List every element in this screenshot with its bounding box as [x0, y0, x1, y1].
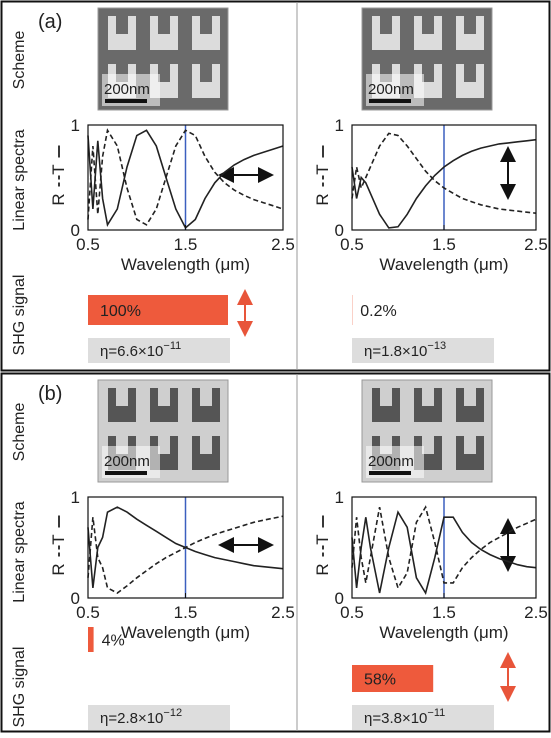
legend-label: T — [313, 534, 332, 544]
eta-exponent: −13 — [427, 340, 446, 352]
eta-text: η=2.8×10 — [100, 710, 163, 727]
y-tick-label: 1 — [71, 488, 80, 507]
row-label: Scheme — [11, 403, 28, 462]
x-tick-label: 2.5 — [524, 235, 548, 254]
x-tick-label: 2.5 — [271, 603, 295, 622]
panel-label: (a) — [38, 11, 62, 33]
legend-label: T — [49, 534, 68, 544]
x-axis-label: Wavelength (μm) — [379, 623, 508, 642]
eta-exponent: −11 — [163, 340, 181, 352]
x-axis-label: Wavelength (μm) — [121, 255, 250, 274]
row-label: Linear spectra — [11, 501, 28, 602]
legend-label: R — [313, 563, 332, 575]
y-tick-label: 0 — [335, 589, 344, 608]
legend-label: R — [49, 193, 68, 205]
x-tick-label: 1.5 — [432, 235, 456, 254]
scale-bar-label: 200nm — [368, 81, 414, 98]
scale-bar-label: 200nm — [104, 453, 150, 470]
x-tick-label: 1.5 — [432, 603, 456, 622]
shg-bar — [88, 627, 94, 652]
x-tick-label: 1.5 — [174, 235, 198, 254]
eta-text: η=3.8×10 — [364, 710, 427, 727]
scale-bar — [105, 99, 147, 103]
scale-bar-label: 200nm — [368, 453, 414, 470]
shg-value-label: 100% — [100, 303, 141, 320]
panel-label: (b) — [38, 383, 62, 405]
eta-text: η=1.8×10 — [364, 343, 427, 360]
row-label: Linear spectra — [11, 129, 28, 230]
scale-bar-label: 200nm — [104, 81, 150, 98]
legend-label: R — [49, 563, 68, 575]
eta-exponent: −12 — [163, 707, 182, 719]
legend-label: R — [313, 193, 332, 205]
x-axis-label: Wavelength (μm) — [121, 623, 250, 642]
shg-value-label: 58% — [364, 672, 396, 689]
row-label: Scheme — [11, 31, 28, 90]
x-tick-label: 2.5 — [524, 603, 548, 622]
legend-label: T — [313, 164, 332, 174]
legend-label: T — [49, 164, 68, 174]
x-tick-label: 2.5 — [271, 235, 295, 254]
y-tick-label: 1 — [335, 488, 344, 507]
y-tick-label: 0 — [335, 221, 344, 240]
eta-text: η=6.6×10 — [100, 343, 163, 360]
y-tick-label: 1 — [71, 116, 80, 135]
eta-exponent: −11 — [427, 707, 445, 719]
y-tick-label: 1 — [335, 116, 344, 135]
row-label: SHG signal — [11, 275, 28, 356]
x-axis-label: Wavelength (μm) — [379, 255, 508, 274]
x-tick-label: 1.5 — [174, 603, 198, 622]
scale-bar — [369, 471, 411, 475]
y-tick-label: 0 — [71, 589, 80, 608]
scale-bar — [369, 99, 411, 103]
y-tick-label: 0 — [71, 221, 80, 240]
scale-bar — [105, 471, 147, 475]
shg-value-label: 0.2% — [360, 303, 396, 320]
row-label: SHG signal — [11, 647, 28, 728]
